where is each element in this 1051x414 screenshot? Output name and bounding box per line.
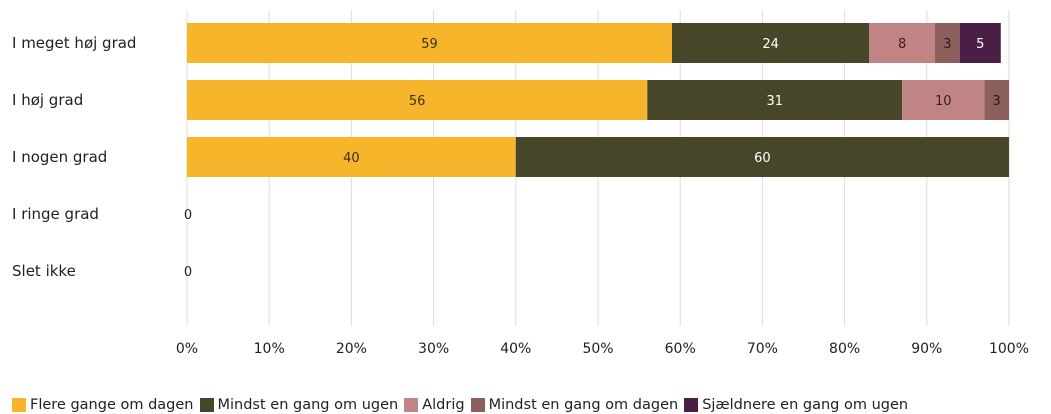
category-label: I meget høj grad: [12, 34, 136, 52]
legend-swatch: [12, 398, 26, 412]
bar-value-label: 10: [935, 94, 952, 109]
category-label: Slet ikke: [12, 262, 76, 280]
legend-label: Aldrig: [422, 397, 465, 413]
bar-value-label: 3: [993, 94, 1001, 109]
bars: [187, 23, 1009, 177]
bar-segment: [984, 80, 1009, 120]
legend-item: Sjældnere en gang om ugen: [684, 397, 908, 413]
legend: Flere gange om dagen Mindst en gang om ug…: [12, 397, 914, 413]
bar-segment: [869, 23, 936, 63]
legend-item: Mindst en gang om dagen: [470, 397, 679, 413]
legend-swatch: [684, 398, 699, 412]
bar-value-label: 0: [184, 208, 192, 223]
bar-segment: [515, 137, 1009, 177]
category-label: I høj grad: [12, 91, 83, 109]
x-axis-ticks: 0% 10% 20% 30% 40% 50% 60% 70% 80% 90% 100%: [176, 341, 1029, 357]
x-tick-label: 10%: [254, 341, 285, 357]
bar-segment: [187, 23, 672, 63]
category-labels: I meget høj grad I høj grad I nogen grad I …: [12, 34, 136, 280]
legend-label: Mindst en gang om ugen: [217, 397, 399, 413]
x-tick-label: 40%: [500, 341, 531, 357]
bar-value-label: 3: [943, 37, 951, 52]
legend-item: Flere gange om dagen: [12, 397, 194, 413]
bar-value-label: 5: [976, 37, 984, 52]
bar-value-label: 40: [343, 151, 360, 166]
bar-segment: [671, 23, 870, 63]
bar-labels: 59 24 8 3 5 56 31 10 3 40 60 0 0: [184, 37, 1001, 280]
x-tick-label: 90%: [911, 341, 942, 357]
category-label: I nogen grad: [12, 148, 107, 166]
legend-swatch: [199, 398, 214, 412]
bar-value-label: 8: [898, 37, 906, 52]
legend-item: Aldrig: [404, 397, 465, 413]
x-tick-label: 70%: [747, 341, 778, 357]
bar-value-label: 31: [766, 94, 783, 109]
stacked-bar-chart: 59 24 8 3 5 56 31 10 3 40 60 0 0 I meget høj grad I h…: [12, 10, 1029, 357]
legend-label: Mindst en gang om dagen: [488, 397, 679, 413]
x-tick-label: 30%: [418, 341, 449, 357]
legend-label: Flere gange om dagen: [30, 397, 194, 413]
x-tick-label: 60%: [665, 341, 696, 357]
bar-value-label: 24: [762, 37, 779, 52]
x-tick-label: 20%: [336, 341, 367, 357]
x-tick-label: 50%: [582, 341, 613, 357]
bar-segment: [935, 23, 960, 63]
bar-segment: [959, 23, 1001, 63]
bar-segment: [647, 80, 903, 120]
bar-value-label: 0: [184, 265, 192, 280]
bar-value-label: 59: [421, 37, 438, 52]
legend-item: Mindst en gang om ugen: [199, 397, 399, 413]
legend-swatch: [404, 398, 419, 412]
bar-value-label: 60: [754, 151, 771, 166]
legend-swatch: [470, 398, 485, 412]
bar-segment: [902, 80, 985, 120]
bar-value-label: 56: [409, 94, 426, 109]
x-tick-label: 0%: [176, 341, 198, 357]
x-tick-label: 100%: [989, 341, 1029, 357]
bar-segment: [187, 137, 516, 177]
legend-label: Sjældnere en gang om ugen: [702, 397, 909, 413]
category-label: I ringe grad: [12, 205, 99, 223]
bar-segment: [187, 80, 648, 120]
x-tick-label: 80%: [829, 341, 860, 357]
